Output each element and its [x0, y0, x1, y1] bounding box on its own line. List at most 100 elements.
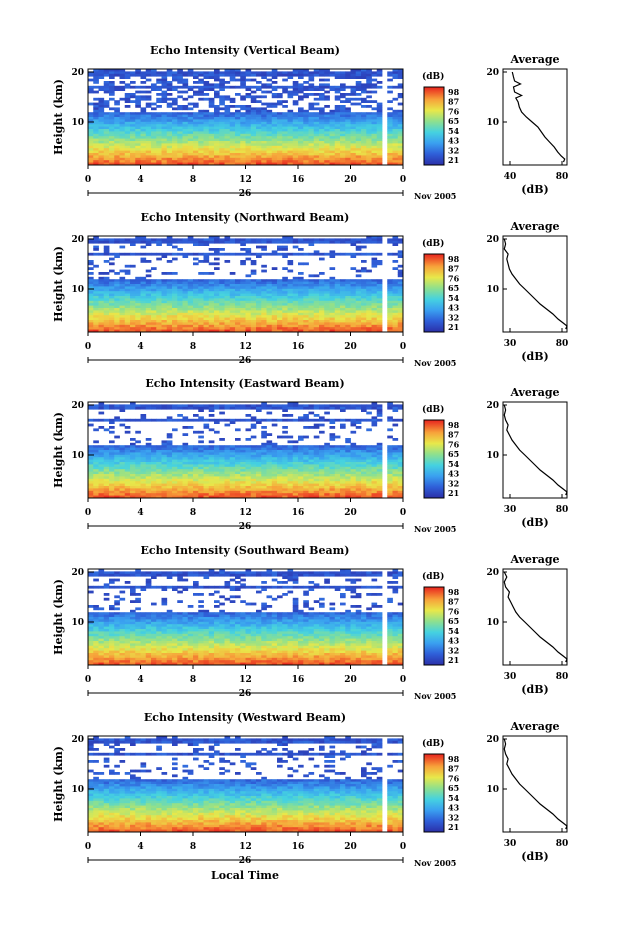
heatmap-cell [156, 88, 162, 91]
heatmap-cell [177, 303, 183, 306]
heatmap-cell [177, 454, 183, 458]
heatmap-cell [329, 160, 336, 163]
heatmap-cell [298, 129, 304, 132]
heatmap-cell [261, 426, 267, 429]
heatmap-cell [198, 406, 204, 410]
heatmap-cell [376, 69, 383, 72]
heatmap-cell [203, 131, 210, 135]
heatmap-cell [214, 114, 220, 118]
heatmap-cell [261, 298, 267, 302]
heatmap-cell [229, 136, 236, 139]
heatmap-cell [203, 286, 210, 290]
heatmap-cell [208, 279, 215, 282]
heatmap-cell [387, 291, 393, 294]
heatmap-cell [319, 272, 325, 275]
heatmap-cell [277, 286, 283, 290]
heatmap-cell [277, 143, 283, 147]
heatmap-cell [235, 312, 241, 316]
heatmap-cell [271, 329, 278, 333]
heatmap-cell [334, 471, 341, 475]
heatmap-cell [161, 145, 168, 149]
heatmap-cell [240, 457, 246, 460]
heatmap-cell [266, 406, 273, 410]
heatmap-cell [166, 315, 173, 318]
heatmap-cell [292, 300, 299, 304]
heatmap-cell [371, 240, 378, 244]
heatmap-cell [103, 320, 110, 323]
heatmap-cell [303, 85, 309, 89]
heatmap-cell [151, 148, 157, 151]
heatmap-cell [198, 447, 204, 451]
heatmap-cell [161, 284, 168, 287]
heatmap-cell [214, 141, 220, 144]
heatmap-cell [308, 310, 315, 314]
heatmap-cell [172, 288, 178, 292]
heatmap-cell [376, 303, 383, 306]
heatmap-cell [156, 284, 162, 287]
heatmap-cell [88, 153, 94, 156]
heatmap-cell [329, 329, 336, 333]
heatmap-cell [203, 327, 210, 330]
heatmap-cell [161, 150, 168, 154]
heatmap-cell [166, 286, 173, 290]
heatmap-cell [256, 148, 262, 151]
heatmap-cell [361, 90, 367, 94]
heatmap-cell [245, 298, 252, 302]
heatmap-cell [98, 124, 105, 127]
heatmap-cell [345, 300, 351, 304]
heatmap-cell [282, 112, 288, 115]
heatmap-cell [303, 469, 309, 472]
heatmap-cell [319, 155, 325, 159]
heatmap-cell [361, 260, 367, 263]
heatmap-cell [145, 322, 152, 326]
heatmap-cell [256, 88, 262, 91]
heatmap-cell [166, 102, 173, 106]
heatmap-cell [324, 162, 330, 166]
heatmap-cell [361, 481, 367, 484]
heatmap-cell [329, 143, 336, 147]
heatmap-cell [98, 129, 105, 132]
heatmap-cell [166, 97, 173, 101]
heatmap-cell [387, 305, 393, 309]
heatmap-cell [376, 105, 383, 108]
heatmap-cell [245, 291, 252, 294]
heatmap-cell [166, 459, 173, 463]
heatmap-cell [366, 418, 372, 422]
heatmap-cell [245, 150, 252, 154]
heatmap-cell [308, 148, 315, 151]
heatmap-cell [114, 279, 120, 282]
heatmap-cell [340, 300, 346, 304]
heatmap-cell [387, 428, 393, 432]
heatmap-cell [114, 457, 120, 460]
heatmap-cell [229, 459, 236, 463]
heatmap-cell [256, 160, 262, 163]
heatmap-cell [193, 131, 199, 135]
heatmap-cell [334, 97, 341, 101]
heatmap-cell [371, 148, 378, 151]
heatmap-cell [114, 281, 120, 285]
heatmap-cell [334, 317, 341, 321]
heatmap-cell [161, 97, 168, 101]
heatmap-cell [119, 310, 126, 314]
panel-1: Echo Intensity (Northward Beam)2010Heigh… [52, 211, 568, 368]
heatmap-cell [282, 73, 288, 77]
heatmap-cell [193, 238, 199, 242]
heatmap-cell [266, 445, 273, 448]
heatmap-cell [103, 454, 110, 458]
heatmap-cell [282, 119, 288, 123]
heatmap-cell [366, 315, 372, 318]
heatmap-cell [187, 418, 194, 422]
heatmap-cell [193, 317, 199, 321]
heatmap-cell [376, 418, 383, 422]
heatmap-cell [235, 143, 241, 147]
heatmap-cell [397, 457, 404, 460]
heatmap-cell [334, 148, 341, 151]
heatmap-cell [361, 238, 367, 242]
heatmap-cell [271, 327, 278, 330]
heatmap-cell [361, 327, 367, 330]
heatmap-cell [124, 430, 131, 434]
heatmap-cell [245, 281, 252, 285]
heatmap-cell [250, 133, 257, 137]
heatmap-cell [387, 252, 393, 256]
colorbar-tick-label: 76 [448, 106, 460, 116]
